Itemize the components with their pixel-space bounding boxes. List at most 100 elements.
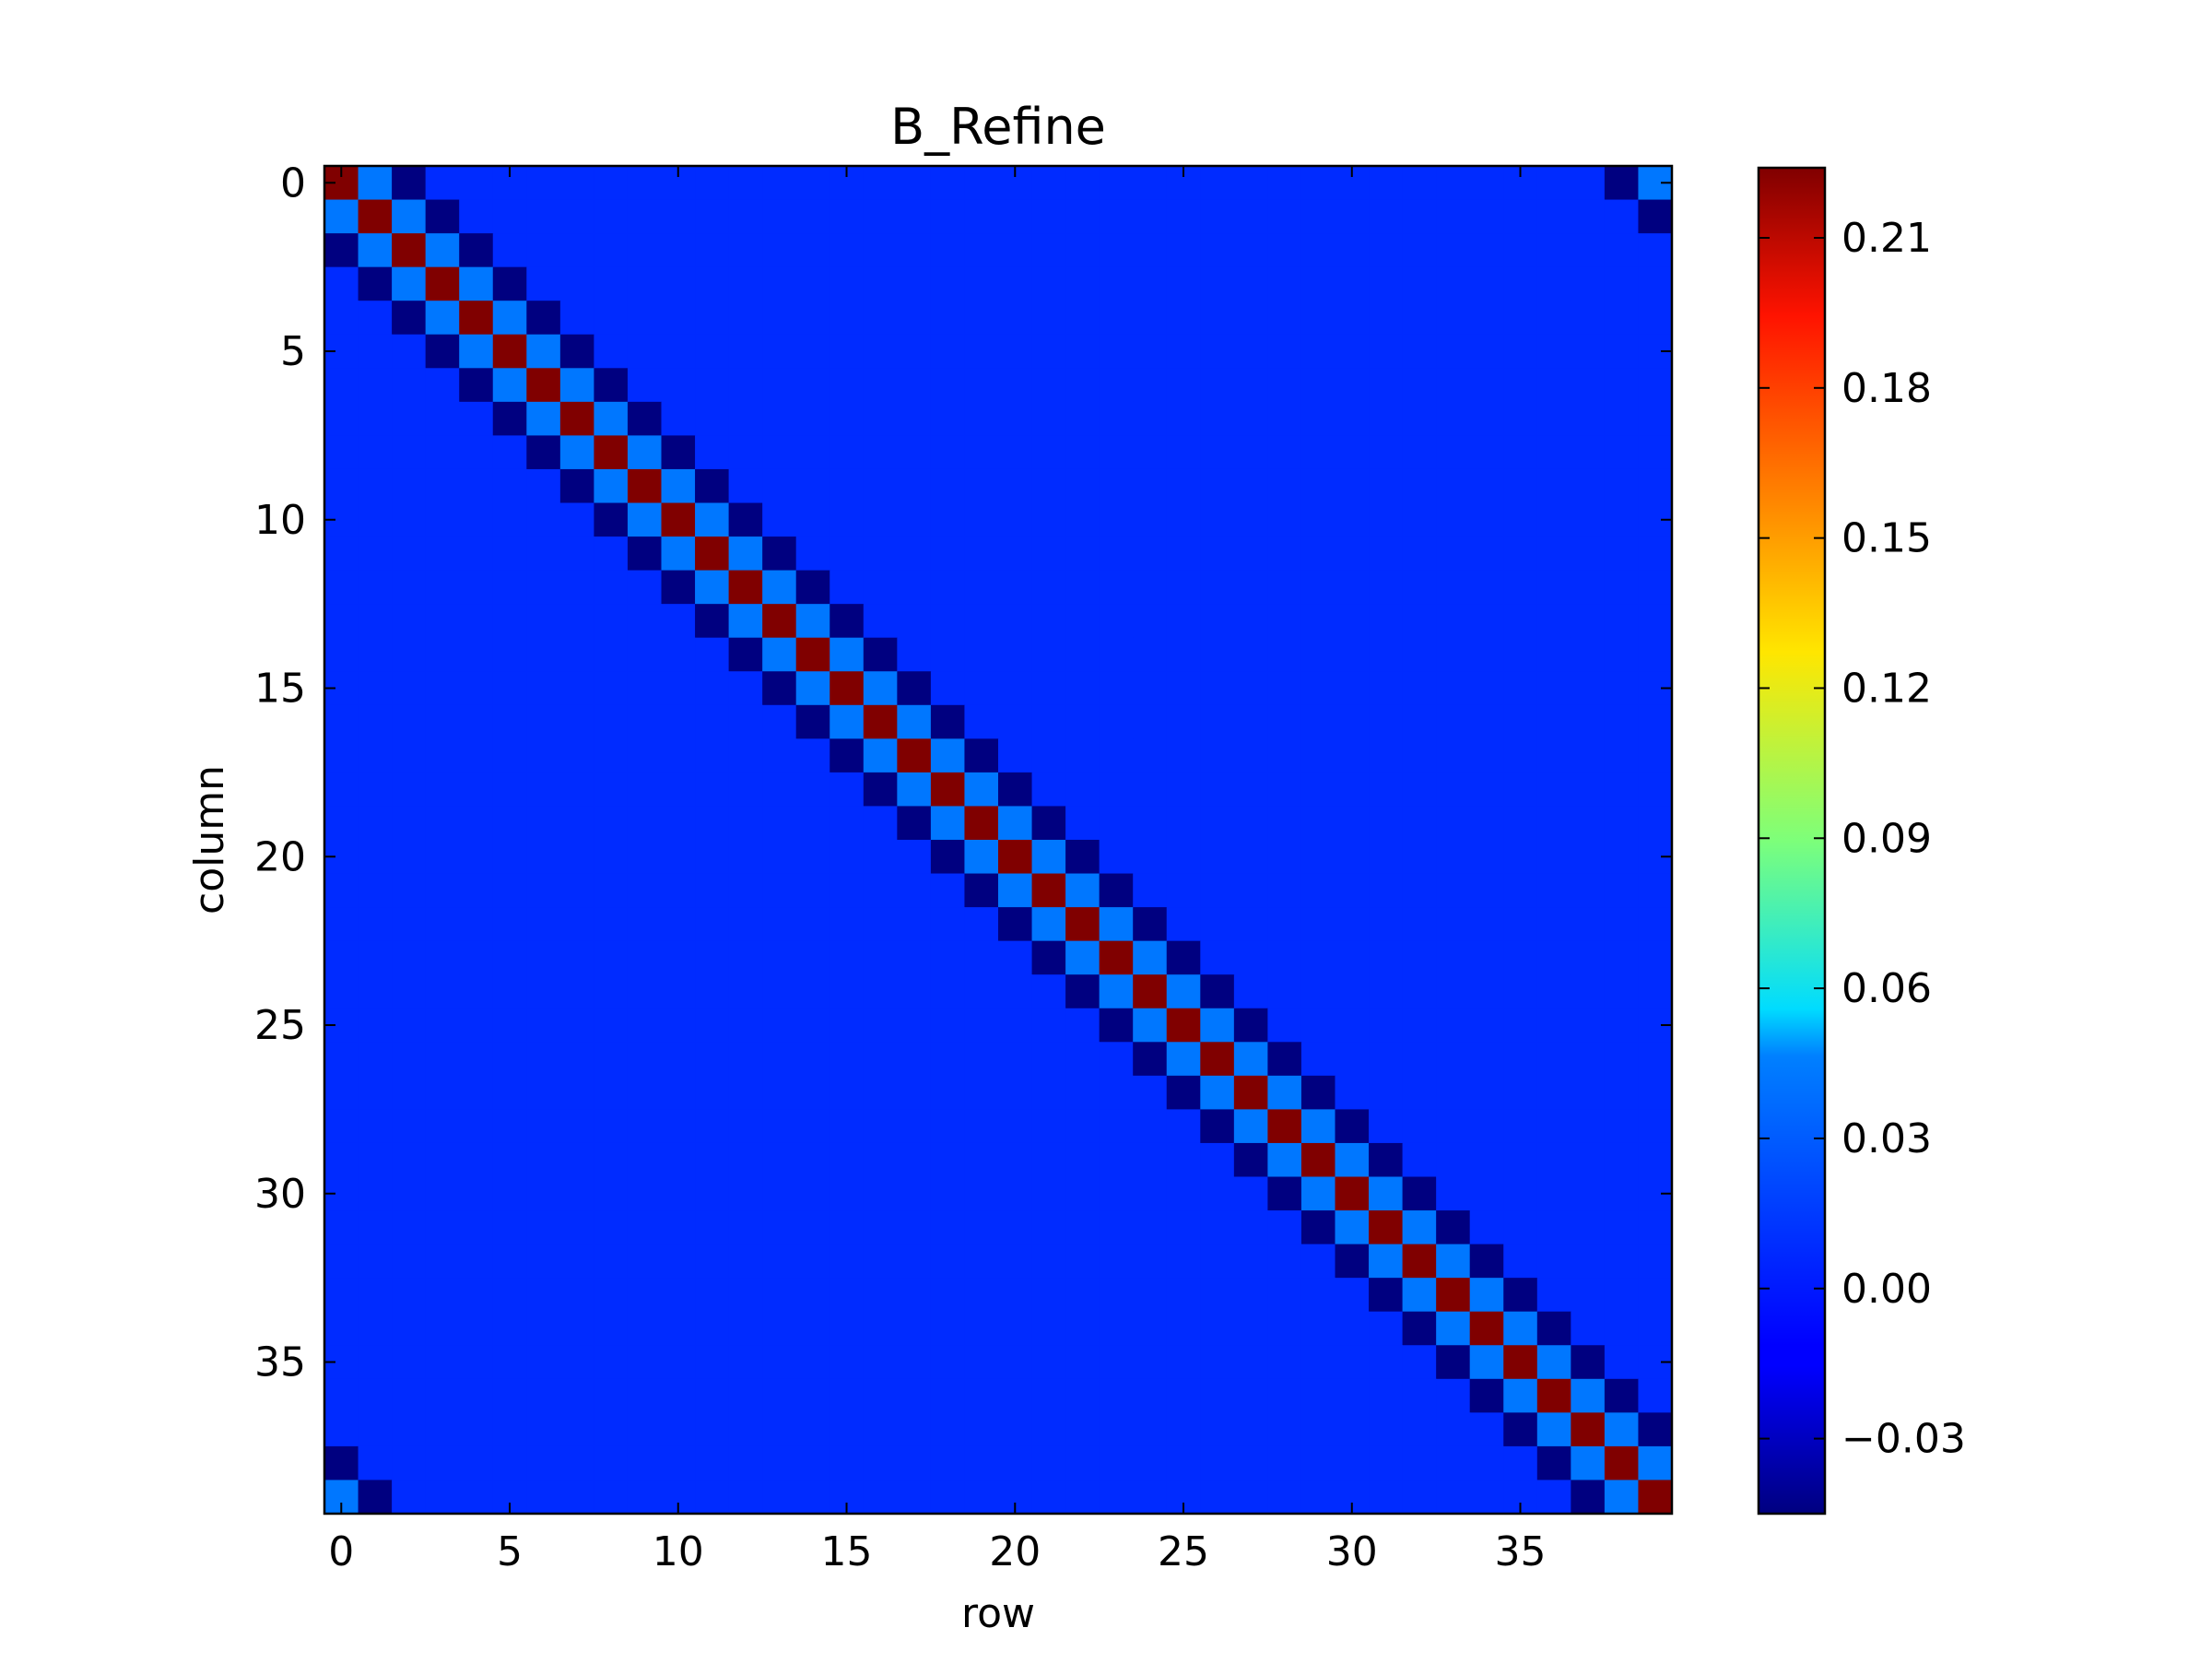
heatmap-cell <box>1065 1278 1100 1313</box>
heatmap-cell <box>1133 604 1168 639</box>
heatmap-cell <box>1469 1311 1504 1346</box>
heatmap-cell <box>728 570 763 605</box>
heatmap-cell <box>392 570 427 605</box>
heatmap-cell <box>1638 1445 1673 1481</box>
heatmap-cell <box>459 1445 494 1481</box>
heatmap-cell <box>1300 1278 1336 1313</box>
heatmap-cell <box>897 1445 932 1481</box>
heatmap-cell <box>863 1345 898 1380</box>
heatmap-cell <box>594 1042 629 1077</box>
heatmap-cell <box>897 940 932 975</box>
heatmap-cell <box>1099 671 1134 706</box>
heatmap-cell <box>728 537 763 572</box>
heatmap-cell <box>627 604 663 639</box>
heatmap-cell <box>1571 1480 1606 1515</box>
heatmap-cell <box>1031 233 1066 268</box>
heatmap-cell <box>392 1480 427 1515</box>
heatmap-cell <box>392 704 427 739</box>
heatmap-cell <box>492 233 527 268</box>
heatmap-cell <box>897 907 932 942</box>
heatmap-cell <box>930 368 966 403</box>
heatmap-cell <box>728 468 763 504</box>
heatmap-cell <box>559 1210 594 1245</box>
heatmap-cell <box>1267 570 1302 605</box>
heatmap-cell <box>492 1412 527 1447</box>
heatmap-cell <box>795 1278 830 1313</box>
heatmap-cell <box>830 940 865 975</box>
heatmap-cell <box>1369 873 1404 908</box>
heatmap-cell <box>762 570 797 605</box>
heatmap-cell <box>1031 435 1066 470</box>
heatmap-cell <box>358 1345 393 1380</box>
heatmap-cell <box>897 570 932 605</box>
heatmap-cell <box>1536 1278 1571 1313</box>
heatmap-cell <box>1300 1378 1336 1413</box>
heatmap-cell <box>930 1345 966 1380</box>
heatmap-cell <box>930 806 966 841</box>
heatmap-cell <box>795 1176 830 1211</box>
heatmap-cell <box>930 974 966 1009</box>
heatmap-cell <box>1369 1445 1404 1481</box>
heatmap-cell <box>1300 1176 1336 1211</box>
heatmap-cell <box>1133 806 1168 841</box>
heatmap-cell <box>1638 940 1673 975</box>
heatmap-cell <box>559 401 594 436</box>
heatmap-cell <box>1267 435 1302 470</box>
heatmap-cell <box>627 435 663 470</box>
heatmap-cell <box>964 873 999 908</box>
heatmap-cell <box>1503 806 1538 841</box>
plot-frame <box>323 164 1674 1516</box>
heatmap-cell <box>1133 1311 1168 1346</box>
heatmap-cell <box>695 1008 730 1043</box>
heatmap-cell <box>1638 1378 1673 1413</box>
heatmap-cell <box>1536 671 1571 706</box>
heatmap-cell <box>526 166 561 201</box>
heatmap-cell <box>358 1042 393 1077</box>
heatmap-cell <box>1133 704 1168 739</box>
heatmap-cell <box>1469 840 1504 875</box>
heatmap-cell <box>863 840 898 875</box>
heatmap-cell <box>1335 1008 1370 1043</box>
heatmap-cell <box>425 368 460 403</box>
heatmap-cell <box>526 604 561 639</box>
heatmap-cell <box>1503 266 1538 301</box>
heatmap-cell <box>594 233 629 268</box>
heatmap-cell <box>897 704 932 739</box>
heatmap-cell <box>1300 233 1336 268</box>
heatmap-cell <box>459 1176 494 1211</box>
heatmap-cell <box>1133 301 1168 336</box>
heatmap-cell <box>661 637 696 672</box>
heatmap-cell <box>762 1278 797 1313</box>
heatmap-cell <box>1335 738 1370 773</box>
heatmap-cell <box>1065 738 1100 773</box>
heatmap-cell <box>1536 637 1571 672</box>
heatmap-cell <box>1536 1109 1571 1144</box>
heatmap-cell <box>1536 266 1571 301</box>
heatmap-cell <box>1065 502 1100 537</box>
heatmap-cell <box>830 1210 865 1245</box>
heatmap-cell <box>930 1109 966 1144</box>
heatmap-cell <box>1267 940 1302 975</box>
heatmap-cell <box>627 806 663 841</box>
heatmap-cell <box>1031 637 1066 672</box>
heatmap-cell <box>324 1244 359 1279</box>
heatmap-cell <box>1469 435 1504 470</box>
heatmap-cell <box>1469 772 1504 808</box>
heatmap-cell <box>627 974 663 1009</box>
heatmap-cell <box>358 368 393 403</box>
heatmap-cell <box>728 1075 763 1110</box>
heatmap-cell <box>1638 873 1673 908</box>
heatmap-cell <box>1571 873 1606 908</box>
heatmap-cell <box>324 1378 359 1413</box>
heatmap-cell <box>1065 1142 1100 1178</box>
heatmap-cell <box>830 266 865 301</box>
heatmap-cell <box>1536 1412 1571 1447</box>
heatmap-cell <box>594 1109 629 1144</box>
heatmap-cell <box>1604 738 1640 773</box>
heatmap-cell <box>1300 401 1336 436</box>
heatmap-cell <box>728 1244 763 1279</box>
heatmap-cell <box>627 1278 663 1313</box>
heatmap-cell <box>998 1412 1033 1447</box>
heatmap-cell <box>358 873 393 908</box>
heatmap-cell <box>1267 704 1302 739</box>
